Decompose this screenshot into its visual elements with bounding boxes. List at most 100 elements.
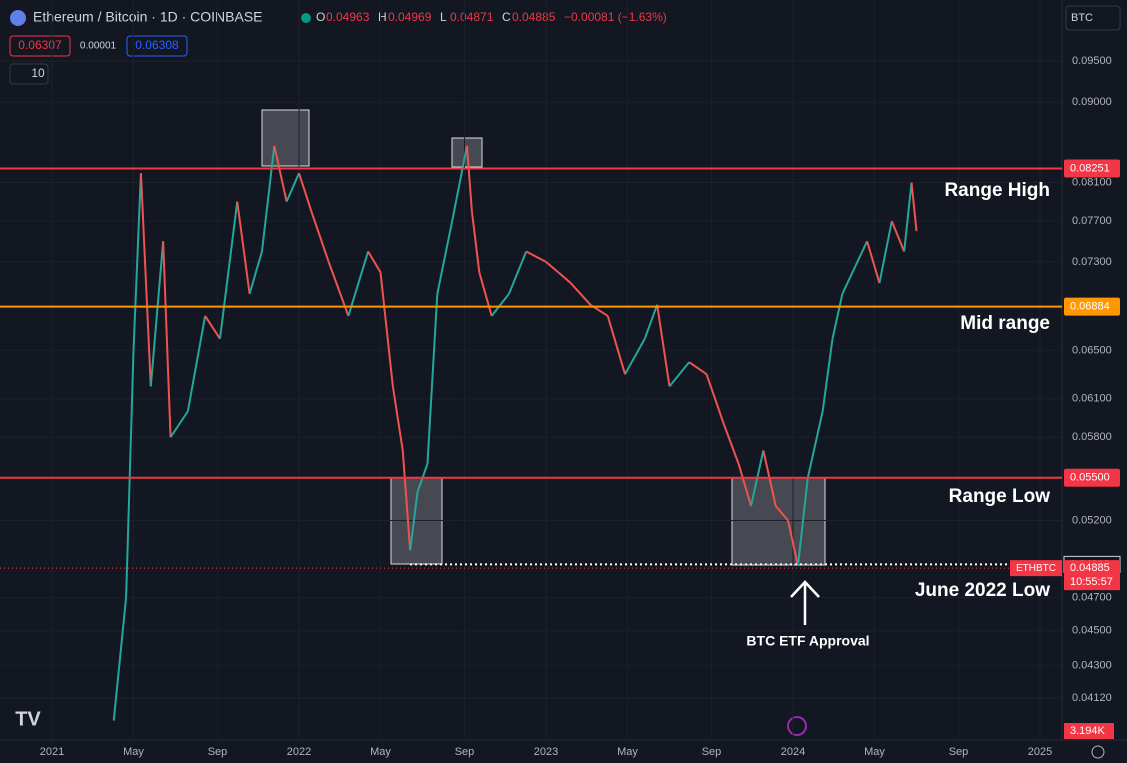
y-tick-label: 0.08100 (1072, 176, 1112, 188)
ohlc-value: 0.04885 (512, 10, 556, 24)
x-tick-label: Sep (208, 746, 228, 758)
x-tick-label: 2024 (781, 746, 805, 758)
price-segment (186, 315, 207, 412)
price-segment (478, 272, 493, 317)
price-segment (624, 338, 646, 375)
price-segment (125, 350, 135, 598)
price-segment (569, 282, 592, 306)
x-tick-label: May (617, 746, 638, 758)
price-segment (668, 361, 691, 388)
price-segment (132, 173, 142, 351)
y-tick-label: 0.09500 (1072, 55, 1112, 67)
price-segment (688, 361, 708, 376)
symbol-tag (1010, 560, 1062, 577)
price-segment (490, 293, 510, 317)
price-segment (367, 250, 382, 273)
price-segment (379, 272, 394, 387)
buy-button[interactable] (126, 35, 188, 57)
price-segment (508, 251, 528, 295)
currency: BTC (1071, 12, 1093, 24)
price-segment (248, 251, 263, 295)
price-segment (236, 201, 251, 294)
price-segment (139, 173, 152, 387)
price-segment (722, 423, 740, 465)
price-segment (787, 520, 799, 567)
price-segment (606, 315, 626, 375)
ohlc-key: C (502, 10, 511, 24)
ohlc-key: H (378, 10, 387, 24)
status-dot (301, 13, 311, 23)
price-segment (401, 450, 412, 551)
price-segment (465, 145, 473, 212)
symbol-icon (10, 10, 26, 26)
ohlc-key: O (316, 10, 325, 24)
price-segment (273, 145, 288, 202)
price-segment (149, 241, 165, 387)
countdown: 10:55:57 (1070, 576, 1113, 588)
settings-icon[interactable] (1091, 745, 1105, 759)
x-tick-label: Sep (949, 746, 969, 758)
y-tick-label: 0.07700 (1072, 215, 1112, 227)
price-segment (470, 211, 481, 273)
price-segment (391, 386, 404, 451)
price-segment (903, 182, 913, 252)
low-annotation: June 2022 Low (915, 580, 1050, 601)
y-tick-label: 0.04500 (1072, 625, 1112, 637)
price-segment (436, 220, 454, 295)
volume-tag (1064, 723, 1114, 739)
price-segment (162, 241, 172, 438)
x-tick-label: 2021 (40, 746, 64, 758)
price-segment (260, 145, 276, 252)
x-tick-label: May (864, 746, 885, 758)
price-segment (525, 250, 547, 263)
change: −0.00081 (−1.63%) (564, 10, 667, 24)
level-price-tag (1064, 468, 1120, 487)
price-segment (656, 304, 671, 387)
x-tick-label: 2023 (534, 746, 558, 758)
last-price-tag (1064, 560, 1120, 591)
y-tick-label: 0.05200 (1072, 514, 1112, 526)
currency-dropdown[interactable] (1065, 5, 1121, 31)
x-tick-label: 2022 (287, 746, 311, 758)
ohlc-value: 0.04963 (326, 10, 370, 24)
price-segment (545, 261, 559, 274)
x-tick-label: May (123, 746, 144, 758)
x-tick-label: 2025 (1028, 746, 1052, 758)
y-tick-label: 0.09000 (1072, 96, 1112, 108)
level-price-label: 0.06884 (1070, 300, 1110, 312)
buy-price: 0.06308 (135, 38, 179, 52)
ohlc-value: 0.04871 (450, 10, 494, 24)
price-segment (890, 220, 906, 252)
level-price-label: 0.08251 (1070, 162, 1110, 174)
price-segment (878, 220, 893, 284)
indicator-toggle[interactable] (9, 63, 49, 85)
ohlc: O 0.04963 H 0.04969 L 0.04871 C 0.04885 −0.00081… (316, 10, 667, 24)
event-icon[interactable] (787, 716, 807, 736)
tv-logo: TV (15, 708, 41, 730)
price-segment (347, 251, 370, 317)
symbol-title: Ethereum / Bitcoin · 1D · COINBASE (33, 9, 263, 25)
price-segment (831, 293, 844, 339)
symbol-tag-label: ETHBTC (1016, 563, 1056, 574)
price-segment (557, 271, 572, 284)
box (451, 137, 483, 168)
price-segment (285, 172, 300, 203)
price-segment (705, 373, 725, 425)
price-segment (910, 182, 918, 232)
event-annotation: BTC ETF Approval (746, 633, 869, 649)
y-tick-label: 0.04700 (1072, 591, 1112, 603)
volume-label: 3.194K (1070, 725, 1106, 737)
y-tick-label: 0.07300 (1072, 256, 1112, 268)
price-segment (796, 477, 809, 566)
box (261, 109, 310, 167)
event-arrow (790, 580, 820, 625)
price-segment (737, 463, 752, 507)
price-segment (310, 211, 330, 263)
level-price-label: 0.05500 (1070, 472, 1110, 484)
sell-button[interactable] (9, 35, 71, 57)
price-segment (821, 338, 834, 412)
price-segment (204, 315, 221, 340)
level-price-tag (1064, 159, 1120, 178)
